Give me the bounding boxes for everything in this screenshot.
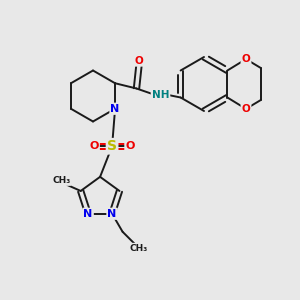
Text: N: N: [83, 209, 93, 219]
Text: O: O: [134, 56, 143, 66]
Text: CH₃: CH₃: [130, 244, 148, 253]
Text: O: O: [125, 141, 135, 151]
Text: NH: NH: [152, 89, 169, 100]
Text: O: O: [242, 104, 250, 114]
Text: S: S: [107, 139, 117, 153]
Text: N: N: [110, 104, 120, 114]
Text: O: O: [242, 54, 250, 64]
Text: N: N: [107, 209, 117, 219]
Text: O: O: [89, 141, 99, 151]
Text: CH₃: CH₃: [52, 176, 70, 185]
